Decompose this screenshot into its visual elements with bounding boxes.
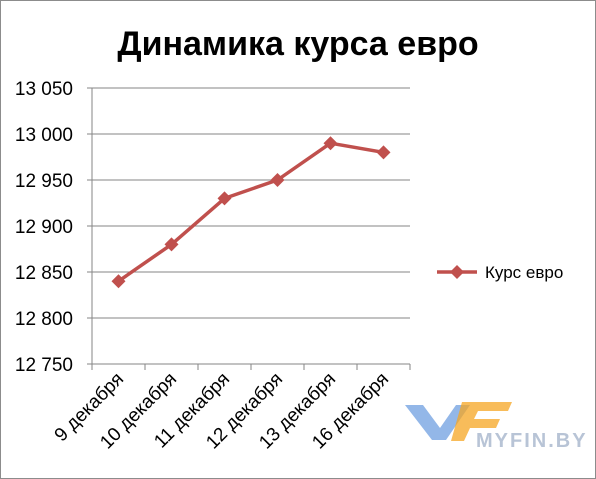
data-point-diamond-icon	[323, 136, 338, 151]
legend-marker-diamond-icon	[450, 265, 464, 279]
watermark-text: MYFIN.BY	[476, 430, 588, 452]
y-tick-label: 13 050	[15, 79, 73, 100]
axes	[87, 87, 411, 370]
chart-title: Динамика курса евро	[117, 25, 478, 63]
y-tick-label: 12 850	[15, 263, 73, 284]
grid-lines	[92, 87, 410, 319]
legend: Курс евро	[437, 263, 563, 282]
y-tick-label: 12 750	[15, 355, 73, 376]
y-tick-label: 12 950	[15, 171, 73, 192]
logo-shape-orange	[451, 402, 512, 441]
data-point-diamond-icon	[164, 237, 179, 252]
y-tick-label: 13 000	[15, 125, 73, 146]
data-point-diamond-icon	[111, 274, 126, 289]
y-tick-label: 12 900	[15, 217, 73, 238]
data-point-diamond-icon	[376, 145, 391, 160]
myfin-logo: MYFIN.BY	[405, 402, 588, 452]
series-line	[117, 141, 384, 283]
y-tick-label: 12 800	[15, 309, 73, 330]
data-point-diamond-icon	[217, 191, 232, 206]
logo-shape-blue	[405, 405, 470, 440]
data-point-diamond-icon	[270, 173, 285, 187]
y-axis-ticks: 12 750 12 800 12 850 12 900 12 950 13 000 13 0…	[15, 79, 73, 376]
series-layer	[111, 136, 391, 289]
legend-label: Курс евро	[485, 263, 563, 282]
